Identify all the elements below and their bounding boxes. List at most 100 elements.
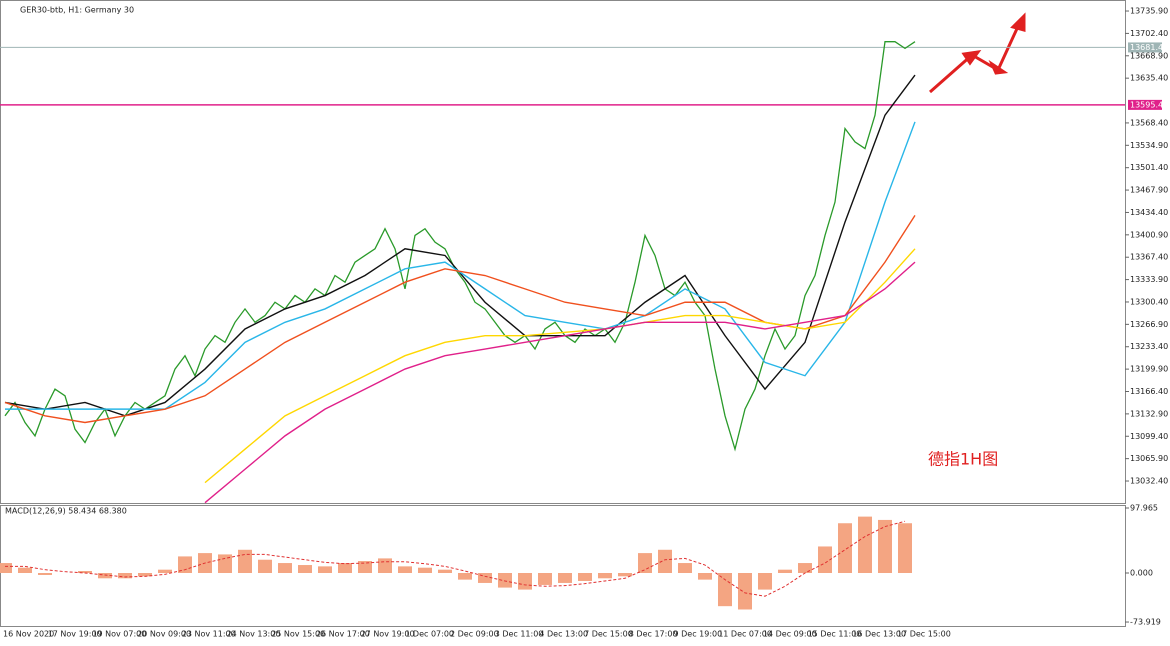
x-tick-label: 25 Nov 15:00 bbox=[271, 630, 325, 639]
y-tick-label: 13199.90 bbox=[1130, 365, 1168, 374]
y-tick-label: 13702.40 bbox=[1130, 29, 1168, 38]
macd-frame bbox=[0, 505, 1126, 627]
macd-bar bbox=[518, 572, 532, 590]
macd-bar bbox=[758, 572, 772, 590]
x-tick-label: 23 Nov 11:00 bbox=[182, 630, 236, 639]
macd-bar bbox=[698, 572, 712, 580]
moving-average bbox=[204, 261, 916, 504]
x-tick-label: 14 Dec 09:00 bbox=[763, 630, 817, 639]
y-tick-label: 13467.90 bbox=[1130, 186, 1168, 195]
signal-line bbox=[5, 520, 906, 597]
y-tick-label: 13266.90 bbox=[1130, 320, 1168, 329]
macd-bar bbox=[558, 572, 572, 583]
moving-average bbox=[4, 215, 916, 424]
x-tick-label: 3 Dec 11:00 bbox=[495, 630, 544, 639]
macd-bar bbox=[338, 563, 352, 573]
price-line bbox=[4, 41, 916, 452]
macd-bar bbox=[778, 569, 792, 573]
y-tick-label: 13166.40 bbox=[1130, 387, 1168, 396]
y-tick-label: 13065.90 bbox=[1130, 454, 1168, 463]
macd-bar bbox=[318, 566, 332, 573]
macd-bar bbox=[478, 572, 492, 583]
y-tick-label: 13735.90 bbox=[1130, 7, 1168, 16]
moving-average bbox=[5, 121, 916, 410]
y-tick-label: 97.965 bbox=[1130, 504, 1158, 513]
x-tick-label: 19 Nov 07:00 bbox=[92, 630, 146, 639]
macd-bar bbox=[798, 563, 812, 573]
forecast-arrows bbox=[929, 12, 1026, 94]
macd-bar bbox=[298, 565, 312, 573]
macd-bar bbox=[898, 523, 912, 573]
macd-bar bbox=[378, 558, 392, 573]
x-tick-label: 16 Dec 13:00 bbox=[852, 630, 906, 639]
macd-bar bbox=[678, 563, 692, 573]
level-label: 13595.41 bbox=[1130, 100, 1168, 109]
macd-bar bbox=[358, 561, 372, 573]
macd-bar bbox=[838, 523, 852, 573]
macd-bar bbox=[118, 572, 132, 579]
macd-bar bbox=[638, 553, 652, 573]
macd-bar bbox=[0, 563, 12, 573]
macd-bar bbox=[218, 554, 232, 573]
macd-bar bbox=[238, 549, 252, 573]
macd-bar bbox=[78, 571, 92, 573]
level-box bbox=[1128, 42, 1162, 53]
y-tick-label: 13032.40 bbox=[1130, 477, 1168, 486]
main-frame bbox=[0, 0, 1126, 504]
macd-bar bbox=[538, 572, 552, 585]
x-tick-label: 4 Dec 13:00 bbox=[539, 630, 588, 639]
macd-bar bbox=[438, 569, 452, 573]
x-tick-label: 1 Dec 07:00 bbox=[405, 630, 454, 639]
macd-bar bbox=[658, 549, 672, 573]
x-tick-label: 16 Nov 2020 bbox=[3, 630, 54, 639]
macd-bar bbox=[38, 572, 52, 575]
y-tick-label: 13635.40 bbox=[1130, 74, 1168, 83]
y-tick-label: 13534.90 bbox=[1130, 141, 1168, 150]
y-tick-label: 13568.40 bbox=[1130, 118, 1168, 127]
macd-bar bbox=[618, 572, 632, 577]
moving-average bbox=[204, 248, 916, 484]
y-tick-label: 13668.90 bbox=[1130, 51, 1168, 60]
macd-title: MACD(12,26,9) 58.434 68.380 bbox=[5, 507, 127, 516]
macd-bar bbox=[498, 572, 512, 588]
macd-bar bbox=[138, 572, 152, 577]
y-tick-label: 13300.40 bbox=[1130, 297, 1168, 306]
x-tick-label: 15 Dec 11:00 bbox=[808, 630, 862, 639]
macd-bar bbox=[718, 572, 732, 607]
macd-bar bbox=[98, 572, 112, 579]
annotation: 德指1H图 bbox=[928, 450, 998, 469]
y-tick-label: 13501.40 bbox=[1130, 163, 1168, 172]
macd-bar bbox=[18, 567, 32, 573]
x-tick-label: 9 Dec 19:00 bbox=[674, 630, 723, 639]
x-tick-label: 11 Dec 07:00 bbox=[718, 630, 772, 639]
y-tick-label: 13400.90 bbox=[1130, 230, 1168, 239]
x-tick-label: 8 Dec 17:00 bbox=[629, 630, 678, 639]
y-tick-label: 13132.90 bbox=[1130, 409, 1168, 418]
y-tick-label: -73.919 bbox=[1130, 618, 1161, 627]
macd-bar bbox=[458, 572, 472, 580]
y-tick-label: 13333.90 bbox=[1130, 275, 1168, 284]
macd-bar bbox=[398, 566, 412, 573]
moving-average bbox=[4, 74, 916, 417]
macd-bar bbox=[738, 572, 752, 610]
macd-bar bbox=[258, 559, 272, 573]
x-tick-label: 24 Nov 13:00 bbox=[227, 630, 281, 639]
macd-bar bbox=[578, 572, 592, 581]
x-tick-label: 17 Nov 19:00 bbox=[48, 630, 102, 639]
y-tick-label: 13099.40 bbox=[1130, 432, 1168, 441]
macd-bar bbox=[858, 516, 872, 573]
macd-bar bbox=[818, 546, 832, 573]
x-tick-label: 7 Dec 15:00 bbox=[584, 630, 633, 639]
level-label: 13681.40 bbox=[1130, 43, 1168, 52]
x-tick-label: 27 Nov 19:00 bbox=[361, 630, 415, 639]
x-tick-label: 2 Dec 09:00 bbox=[450, 630, 499, 639]
x-tick-label: 20 Nov 09:00 bbox=[137, 630, 191, 639]
y-tick-label: 13434.40 bbox=[1130, 208, 1168, 217]
x-tick-label: 26 Nov 17:00 bbox=[316, 630, 370, 639]
macd-bar bbox=[178, 556, 192, 573]
macd-bar bbox=[278, 563, 292, 573]
y-tick-label: 13233.40 bbox=[1130, 342, 1168, 351]
chart-title: GER30-btb, H1: Germany 30 bbox=[20, 6, 134, 15]
